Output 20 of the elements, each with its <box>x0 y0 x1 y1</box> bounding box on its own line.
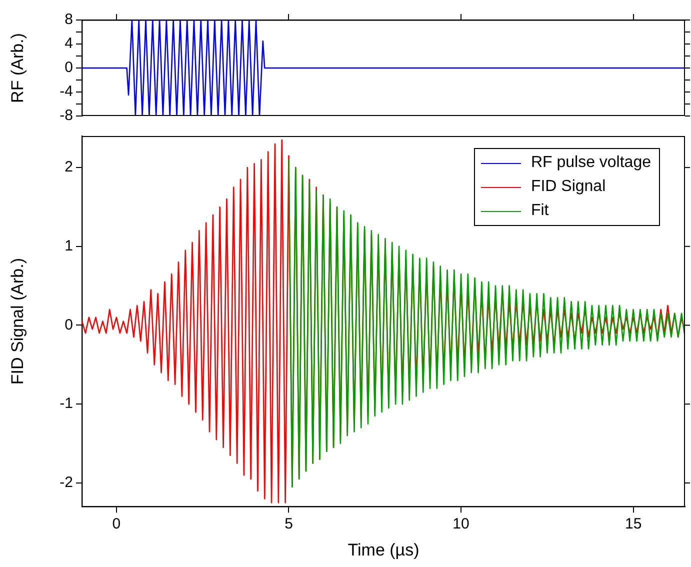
y-tick-label: -2 <box>60 474 73 492</box>
y-tick-label: 8 <box>64 11 73 28</box>
x-tick-label: 10 <box>452 516 470 533</box>
x-tick-label: 0 <box>112 516 121 533</box>
x-axis-title: Time (µs) <box>348 540 420 560</box>
legend-label: Fit <box>530 201 549 221</box>
y-axis-title: RF (Arb.) <box>8 33 27 103</box>
y-tick-label: -8 <box>60 107 73 124</box>
y-tick-label: -4 <box>60 83 73 100</box>
legend-label: FID Signal <box>530 177 606 197</box>
y-tick-label: 1 <box>64 238 73 255</box>
text: RF pulse voltage <box>530 154 651 171</box>
x-tick-label: 5 <box>284 516 293 533</box>
y-tick-label: 4 <box>64 35 73 52</box>
y-axis-title: FID Signal (Arb.) <box>8 258 27 385</box>
x-tick-label: 15 <box>624 516 642 533</box>
y-tick-label: 0 <box>64 316 73 334</box>
y-tick-label: -1 <box>60 395 73 412</box>
y-tick-label: 2 <box>64 158 73 176</box>
y-tick-label: 0 <box>64 59 73 76</box>
